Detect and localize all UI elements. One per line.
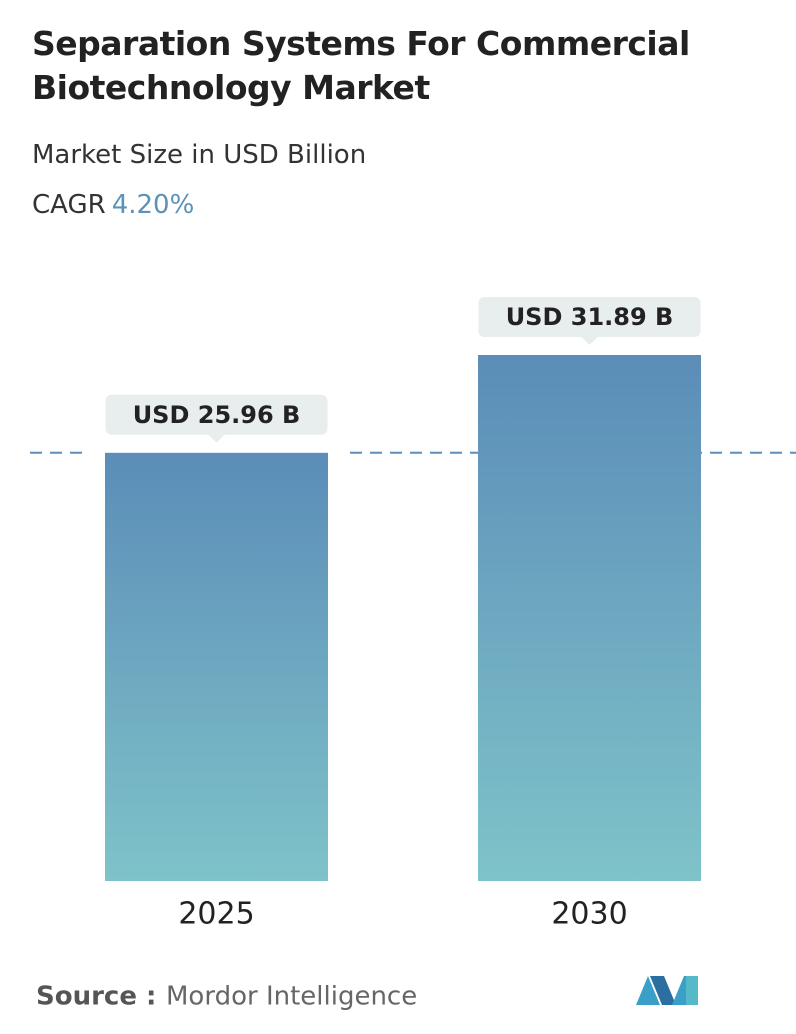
logo [636, 976, 698, 1005]
cagr: CAGR 4.20% [32, 190, 194, 220]
x-tick-label: 2030 [551, 897, 627, 932]
source-label: Source : [36, 982, 156, 1012]
x-tick-label: 2025 [178, 897, 254, 932]
source: Mordor Intelligence [166, 982, 417, 1012]
value-label: USD 31.89 B [506, 303, 674, 331]
chart-title: Separation Systems For Commercial Biotec… [32, 24, 690, 107]
value-label-box [105, 394, 328, 435]
cagr-value: 4.20% [111, 190, 195, 220]
cagr-label: CAGR [32, 190, 106, 220]
value-label: USD 25.96 B [133, 401, 301, 429]
bar [478, 355, 701, 881]
value-label-pointer [208, 434, 225, 443]
value-label-pointer [581, 337, 598, 345]
value-label-box [478, 297, 701, 337]
bar [105, 452, 328, 881]
chart-subtitle: Market Size in USD Billion [32, 140, 367, 170]
